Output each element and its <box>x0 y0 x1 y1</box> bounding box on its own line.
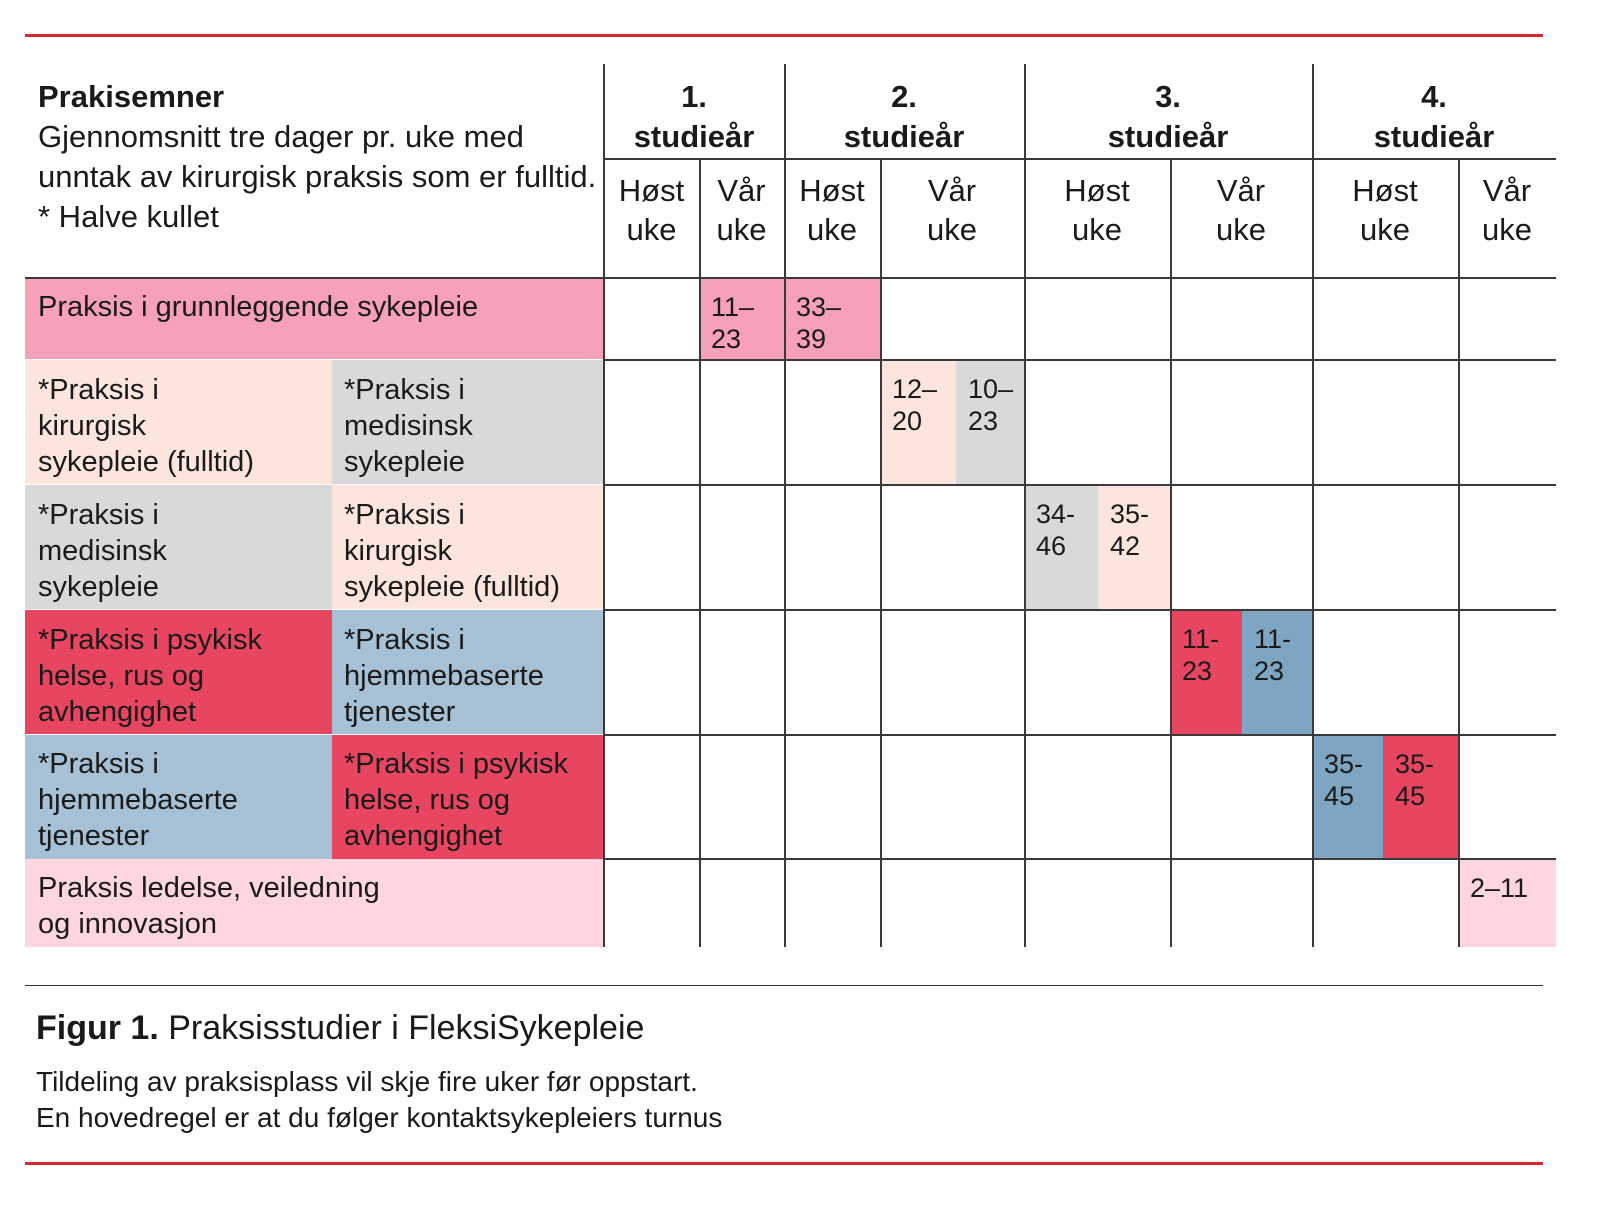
row1-week-2: 33– 39 <box>796 292 842 354</box>
row6-label: Praksis ledelse, veiledning og innovasjo… <box>38 872 380 940</box>
row1-week-cell-1: 11– 23 <box>699 278 784 359</box>
grid-hline <box>604 158 1556 160</box>
row4-label-cell-1: *Praksis i psykisk helse, rus og avhengi… <box>25 610 332 734</box>
year-header-2: 2. studieår <box>843 79 965 154</box>
bottom-red-rule <box>25 1162 1543 1165</box>
grid-hline <box>604 359 1556 361</box>
row1-week-1: 11– 23 <box>711 292 755 354</box>
row4-label-2: *Praksis i hjemmebaserte tjenester <box>344 624 544 728</box>
row2-label-1: *Praksis i kirurgisk sykepleie (fulltid) <box>38 374 254 478</box>
row3-week-cell-1: 34- 46 <box>1024 485 1098 609</box>
row3-label-1: *Praksis i medisinsk sykepleie <box>38 499 167 603</box>
caption-line-2: En hovedregel er at du følger kontaktsyk… <box>36 1102 723 1133</box>
row5-label-2: *Praksis i psykisk helse, rus og avhengi… <box>344 748 568 852</box>
row5-week-2: 35- 45 <box>1395 749 1435 811</box>
row6-week-1: 2–11 <box>1470 873 1529 903</box>
figure-title: Praksisstudier i FleksiSykepleie <box>168 1009 645 1047</box>
figure-caption: Figur 1. Praksisstudier i FleksiSykeplei… <box>36 1006 1536 1136</box>
grid-hline <box>604 734 1556 736</box>
row5-week-cell-1: 35- 45 <box>1312 735 1383 859</box>
row2-week-2: 10– 23 <box>968 374 1014 436</box>
caption-separator <box>25 985 1543 986</box>
row2-label-2: *Praksis i medisinsk sykepleie <box>344 374 473 478</box>
caption-line-1: Tildeling av praksisplass vil skje fire … <box>36 1066 698 1097</box>
grid-vline <box>1458 159 1460 947</box>
grid-hline <box>25 277 1556 279</box>
semester-header-7: Høst uke <box>1352 173 1418 247</box>
figure-label: Figur 1. <box>36 1009 159 1047</box>
row3-label-cell-2: *Praksis i kirurgisk sykepleie (fulltid) <box>332 485 604 609</box>
row6-label-cell: Praksis ledelse, veiledning og innovasjo… <box>25 859 604 947</box>
year-header-4: 4. studieår <box>1373 79 1495 154</box>
semester-header-6: Vår uke <box>1216 173 1266 247</box>
semester-header-8: Vår uke <box>1482 173 1532 247</box>
grid-hline <box>604 609 1556 611</box>
grid-hline <box>604 858 1556 860</box>
row4-week-1: 11- 23 <box>1182 624 1220 686</box>
table-header-description: Prakisemner Gjennomsnitt tre dager pr. u… <box>38 77 598 237</box>
grid-vline <box>880 159 882 947</box>
row4-week-2: 11- 23 <box>1254 624 1292 686</box>
row4-week-cell-2: 11- 23 <box>1242 610 1312 734</box>
year-header-3: 3. studieår <box>1107 79 1229 154</box>
top-red-rule <box>25 34 1543 37</box>
row4-week-cell-1: 11- 23 <box>1170 610 1242 734</box>
row5-label-1: *Praksis i hjemmebaserte tjenester <box>38 748 238 852</box>
semester-header-1: Høst uke <box>618 173 685 247</box>
row3-week-2: 35- 42 <box>1110 499 1150 561</box>
row2-week-cell-2: 10– 23 <box>956 360 1024 484</box>
row3-week-1: 34- 46 <box>1036 499 1076 561</box>
semester-header-5: Høst uke <box>1064 173 1130 247</box>
header-description: Gjennomsnitt tre dager pr. uke med unnta… <box>38 119 597 194</box>
semester-header-2: Vår uke <box>716 173 767 247</box>
grid-vline <box>699 159 701 947</box>
grid-hline <box>604 484 1556 486</box>
row5-label-cell-1: *Praksis i hjemmebaserte tjenester <box>25 735 332 859</box>
row2-week-cell-1: 12– 20 <box>880 360 956 484</box>
grid-vline <box>784 64 786 947</box>
row3-label-cell-1: *Praksis i medisinsk sykepleie <box>25 485 332 609</box>
grid-vline <box>603 64 605 947</box>
row5-label-cell-2: *Praksis i psykisk helse, rus og avhengi… <box>332 735 604 859</box>
semester-header-4: Vår uke <box>927 173 977 247</box>
row6-week-cell-1: 2–11 <box>1458 859 1556 947</box>
header-title: Prakisemner <box>38 79 225 114</box>
row2-label-cell-1: *Praksis i kirurgisk sykepleie (fulltid) <box>25 360 332 484</box>
grid-vline <box>1170 159 1172 947</box>
row1-label: Praksis i grunnleggende sykepleie <box>38 291 479 323</box>
grid-vline <box>1024 64 1026 947</box>
row5-week-1: 35- 45 <box>1324 749 1364 811</box>
row1-week-cell-2: 33– 39 <box>784 278 880 359</box>
row5-week-cell-2: 35- 45 <box>1383 735 1458 859</box>
row2-label-cell-2: *Praksis i medisinsk sykepleie <box>332 360 604 484</box>
row3-week-cell-2: 35- 42 <box>1098 485 1170 609</box>
row3-label-2: *Praksis i kirurgisk sykepleie (fulltid) <box>344 499 560 603</box>
semester-header-3: Høst uke <box>799 173 865 247</box>
row4-label-cell-2: *Praksis i hjemmebaserte tjenester <box>332 610 604 734</box>
practice-schedule-table: Prakisemner Gjennomsnitt tre dager pr. u… <box>25 64 1556 947</box>
row4-label-1: *Praksis i psykisk helse, rus og avhengi… <box>38 624 262 728</box>
row2-week-1: 12– 20 <box>892 374 938 436</box>
header-note: * Halve kullet <box>38 199 219 234</box>
grid-vline <box>1312 64 1314 947</box>
row1-label-cell: Praksis i grunnleggende sykepleie <box>25 278 604 359</box>
year-header-1: 1. studieår <box>633 79 755 154</box>
